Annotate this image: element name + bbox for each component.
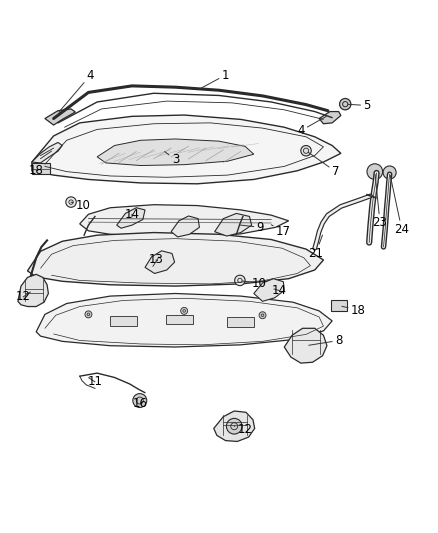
FancyBboxPatch shape bbox=[227, 318, 254, 327]
Polygon shape bbox=[319, 111, 341, 124]
Polygon shape bbox=[28, 232, 323, 286]
Text: 18: 18 bbox=[29, 164, 44, 177]
FancyBboxPatch shape bbox=[331, 301, 347, 311]
Polygon shape bbox=[32, 142, 62, 163]
Polygon shape bbox=[284, 328, 327, 363]
Polygon shape bbox=[171, 216, 199, 237]
Circle shape bbox=[181, 308, 187, 314]
Polygon shape bbox=[215, 213, 252, 236]
Text: 9: 9 bbox=[240, 221, 264, 234]
Circle shape bbox=[235, 275, 245, 286]
Text: 8: 8 bbox=[309, 334, 343, 347]
FancyBboxPatch shape bbox=[110, 316, 137, 326]
Polygon shape bbox=[97, 139, 254, 166]
Text: 14: 14 bbox=[124, 208, 139, 221]
Text: 17: 17 bbox=[271, 225, 291, 238]
Text: 1: 1 bbox=[200, 69, 229, 89]
Text: 21: 21 bbox=[308, 235, 323, 260]
Circle shape bbox=[133, 393, 147, 408]
Text: 4: 4 bbox=[59, 69, 94, 112]
Text: 16: 16 bbox=[133, 397, 148, 410]
Polygon shape bbox=[32, 115, 341, 184]
Circle shape bbox=[259, 312, 266, 319]
Text: 14: 14 bbox=[272, 284, 286, 297]
Text: 10: 10 bbox=[243, 277, 266, 290]
Circle shape bbox=[85, 311, 92, 318]
Circle shape bbox=[301, 146, 311, 156]
Text: 7: 7 bbox=[308, 152, 339, 178]
FancyBboxPatch shape bbox=[32, 163, 50, 174]
Polygon shape bbox=[80, 205, 289, 237]
Text: 13: 13 bbox=[148, 254, 163, 266]
Text: 23: 23 bbox=[373, 174, 388, 230]
Text: 5: 5 bbox=[348, 99, 371, 112]
FancyBboxPatch shape bbox=[166, 315, 193, 325]
Circle shape bbox=[226, 418, 242, 434]
Text: 10: 10 bbox=[71, 199, 91, 212]
Circle shape bbox=[339, 99, 351, 110]
Text: 24: 24 bbox=[390, 175, 409, 236]
Text: 12: 12 bbox=[16, 290, 31, 303]
Text: 4: 4 bbox=[297, 116, 326, 137]
Text: 11: 11 bbox=[88, 375, 102, 389]
Circle shape bbox=[66, 197, 76, 207]
Text: 12: 12 bbox=[234, 423, 253, 436]
Circle shape bbox=[367, 164, 383, 180]
Polygon shape bbox=[117, 208, 145, 228]
Polygon shape bbox=[45, 109, 75, 125]
Text: 3: 3 bbox=[165, 151, 179, 166]
Polygon shape bbox=[36, 294, 332, 347]
Text: 18: 18 bbox=[342, 303, 366, 317]
Polygon shape bbox=[254, 279, 284, 301]
Polygon shape bbox=[145, 251, 175, 273]
Polygon shape bbox=[18, 274, 48, 306]
Circle shape bbox=[383, 166, 396, 179]
Polygon shape bbox=[214, 411, 254, 441]
